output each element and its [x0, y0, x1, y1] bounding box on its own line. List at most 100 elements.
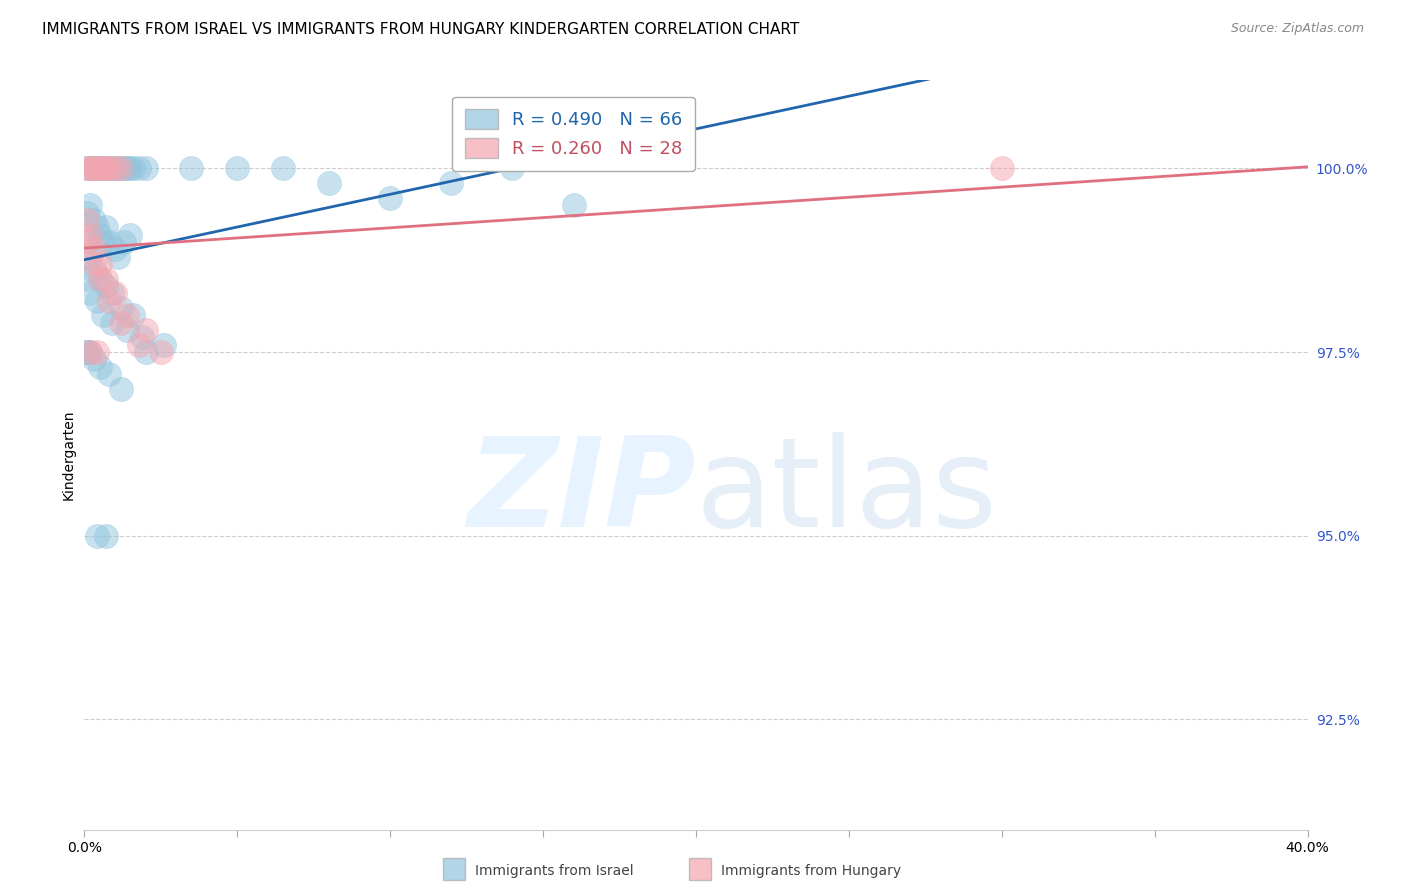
Point — [101, 286, 124, 301]
Point — [97, 161, 120, 176]
Point — [86, 220, 108, 235]
Point — [76, 205, 98, 219]
Point — [94, 161, 117, 176]
Point — [120, 161, 142, 176]
Point — [135, 161, 157, 176]
Point — [76, 161, 98, 176]
Point — [79, 345, 101, 359]
Point — [89, 271, 111, 285]
Point — [89, 227, 111, 242]
Text: atlas: atlas — [696, 432, 998, 553]
Point — [110, 161, 132, 176]
Point — [76, 345, 98, 359]
Point — [122, 161, 145, 176]
Point — [112, 161, 135, 176]
Point — [89, 359, 111, 374]
Point — [440, 176, 463, 190]
Point — [94, 279, 117, 293]
Point — [128, 161, 150, 176]
Point — [91, 161, 114, 176]
Point — [107, 250, 129, 264]
Point — [83, 161, 105, 176]
Point — [112, 235, 135, 249]
Point — [79, 198, 101, 212]
Point — [79, 161, 101, 176]
Point — [76, 235, 98, 249]
Point — [79, 286, 101, 301]
Point — [120, 227, 142, 242]
Point — [318, 176, 340, 190]
Point — [149, 345, 172, 359]
Point — [115, 323, 138, 337]
Point — [128, 337, 150, 351]
Point — [271, 161, 294, 176]
Point — [79, 250, 101, 264]
Point — [89, 271, 111, 285]
Point — [562, 198, 585, 212]
Point — [226, 161, 249, 176]
Point — [76, 235, 98, 249]
Point — [101, 316, 124, 330]
Point — [83, 161, 105, 176]
Point — [135, 323, 157, 337]
Point — [79, 161, 101, 176]
Point — [76, 345, 98, 359]
Text: Source: ZipAtlas.com: Source: ZipAtlas.com — [1230, 22, 1364, 36]
Point — [86, 161, 108, 176]
Point — [153, 337, 176, 351]
Point — [86, 529, 108, 543]
Point — [89, 161, 111, 176]
Point — [135, 345, 157, 359]
Point — [76, 212, 98, 227]
Point — [115, 309, 138, 323]
Point — [89, 161, 111, 176]
Point — [131, 330, 153, 344]
Point — [104, 286, 127, 301]
Point — [122, 309, 145, 323]
Legend: R = 0.490   N = 66, R = 0.260   N = 28: R = 0.490 N = 66, R = 0.260 N = 28 — [453, 97, 695, 171]
Point — [79, 345, 101, 359]
Point — [83, 242, 105, 256]
Point — [991, 161, 1014, 176]
Point — [86, 345, 108, 359]
Point — [110, 382, 132, 396]
Point — [502, 161, 524, 176]
Point — [110, 301, 132, 315]
Point — [180, 161, 202, 176]
Text: Immigrants from Hungary: Immigrants from Hungary — [721, 863, 901, 878]
Point — [107, 161, 129, 176]
Point — [380, 191, 402, 205]
Point — [115, 161, 138, 176]
Y-axis label: Kindergarten: Kindergarten — [62, 409, 76, 500]
Point — [76, 271, 98, 285]
Point — [86, 293, 108, 308]
Point — [104, 161, 127, 176]
Point — [110, 161, 132, 176]
Text: IMMIGRANTS FROM ISRAEL VS IMMIGRANTS FROM HUNGARY KINDERGARTEN CORRELATION CHART: IMMIGRANTS FROM ISRAEL VS IMMIGRANTS FRO… — [42, 22, 800, 37]
Point — [91, 309, 114, 323]
Point — [110, 316, 132, 330]
Point — [91, 235, 114, 249]
Point — [97, 367, 120, 381]
Point — [83, 257, 105, 271]
Point — [97, 293, 120, 308]
Point — [101, 161, 124, 176]
Point — [91, 161, 114, 176]
Point — [94, 220, 117, 235]
Point — [79, 227, 101, 242]
Text: Immigrants from Israel: Immigrants from Israel — [475, 863, 634, 878]
Point — [83, 352, 105, 367]
Point — [97, 161, 120, 176]
Text: ZIP: ZIP — [467, 432, 696, 553]
Point — [94, 161, 117, 176]
Point — [97, 235, 120, 249]
Point — [83, 161, 105, 176]
Point — [89, 161, 111, 176]
Point — [86, 161, 108, 176]
Point — [83, 212, 105, 227]
Point — [83, 264, 105, 278]
Point — [104, 161, 127, 176]
Point — [76, 161, 98, 176]
Point — [104, 242, 127, 256]
Point — [94, 271, 117, 285]
